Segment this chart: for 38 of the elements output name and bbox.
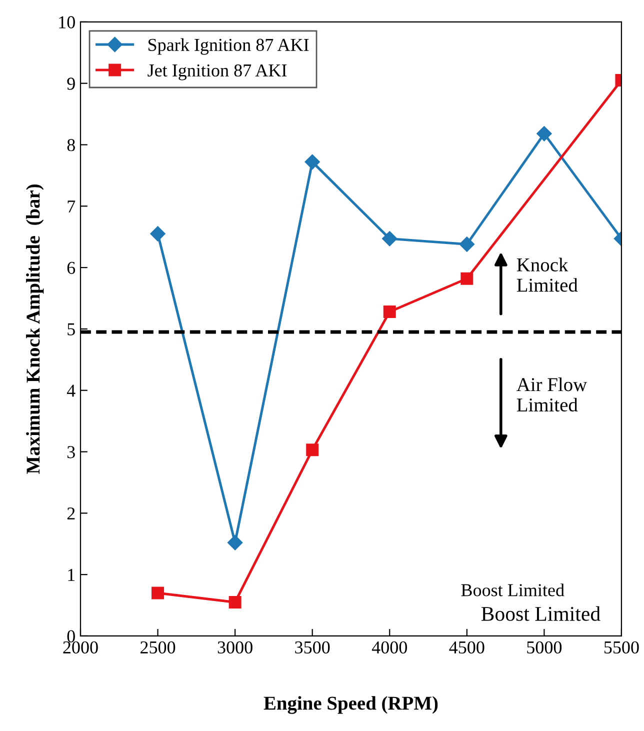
x-tick-label: 3500 — [295, 641, 330, 654]
x-tick-label: 5000 — [527, 641, 562, 654]
x-axis-title: Engine Speed (RPM) — [264, 696, 438, 714]
y-tick-label: 5 — [68, 323, 75, 336]
point — [460, 272, 474, 285]
point — [227, 535, 243, 550]
point — [304, 154, 320, 170]
point — [228, 596, 242, 608]
x-tick-label: 4000 — [372, 641, 407, 654]
y-tick-label: 6 — [67, 262, 76, 274]
point — [306, 444, 319, 456]
y-tick-label: 1 — [68, 568, 75, 581]
y-tick-label: 2 — [67, 507, 75, 520]
annotation: Boost Limited — [481, 606, 600, 621]
point — [459, 236, 474, 252]
y-tick-label: 9 — [67, 78, 75, 90]
y-tick-label: 0 — [67, 630, 75, 642]
legend-label: Jet Ignition 87 AKI — [148, 64, 287, 80]
x-tick-label: 4500 — [449, 641, 484, 654]
y-tick-label: 10 — [59, 16, 75, 28]
point — [382, 231, 398, 246]
x-tick-label: 3000 — [218, 641, 252, 654]
y-tick-label: 3 — [67, 446, 75, 458]
point — [152, 586, 164, 600]
y-tick-label: 7 — [68, 200, 76, 212]
point — [383, 306, 396, 318]
annotation: Knock Limited — [516, 258, 578, 292]
x-tick-label: 2000 — [63, 641, 98, 654]
x-tick-label: 2500 — [140, 641, 176, 654]
y-axis-title: Maximum Knock Amplitude (bar) — [26, 184, 44, 474]
point — [150, 226, 166, 242]
annotation: Boost Limited — [461, 584, 564, 596]
point — [536, 126, 552, 142]
legend-label: Spark Ignition 87 AKI — [148, 38, 309, 55]
x-tick-label: 5500 — [604, 641, 639, 654]
y-tick-label: 4 — [66, 384, 76, 397]
annotation: Air Flow Limited — [516, 378, 588, 412]
y-tick-label: 8 — [67, 138, 75, 152]
